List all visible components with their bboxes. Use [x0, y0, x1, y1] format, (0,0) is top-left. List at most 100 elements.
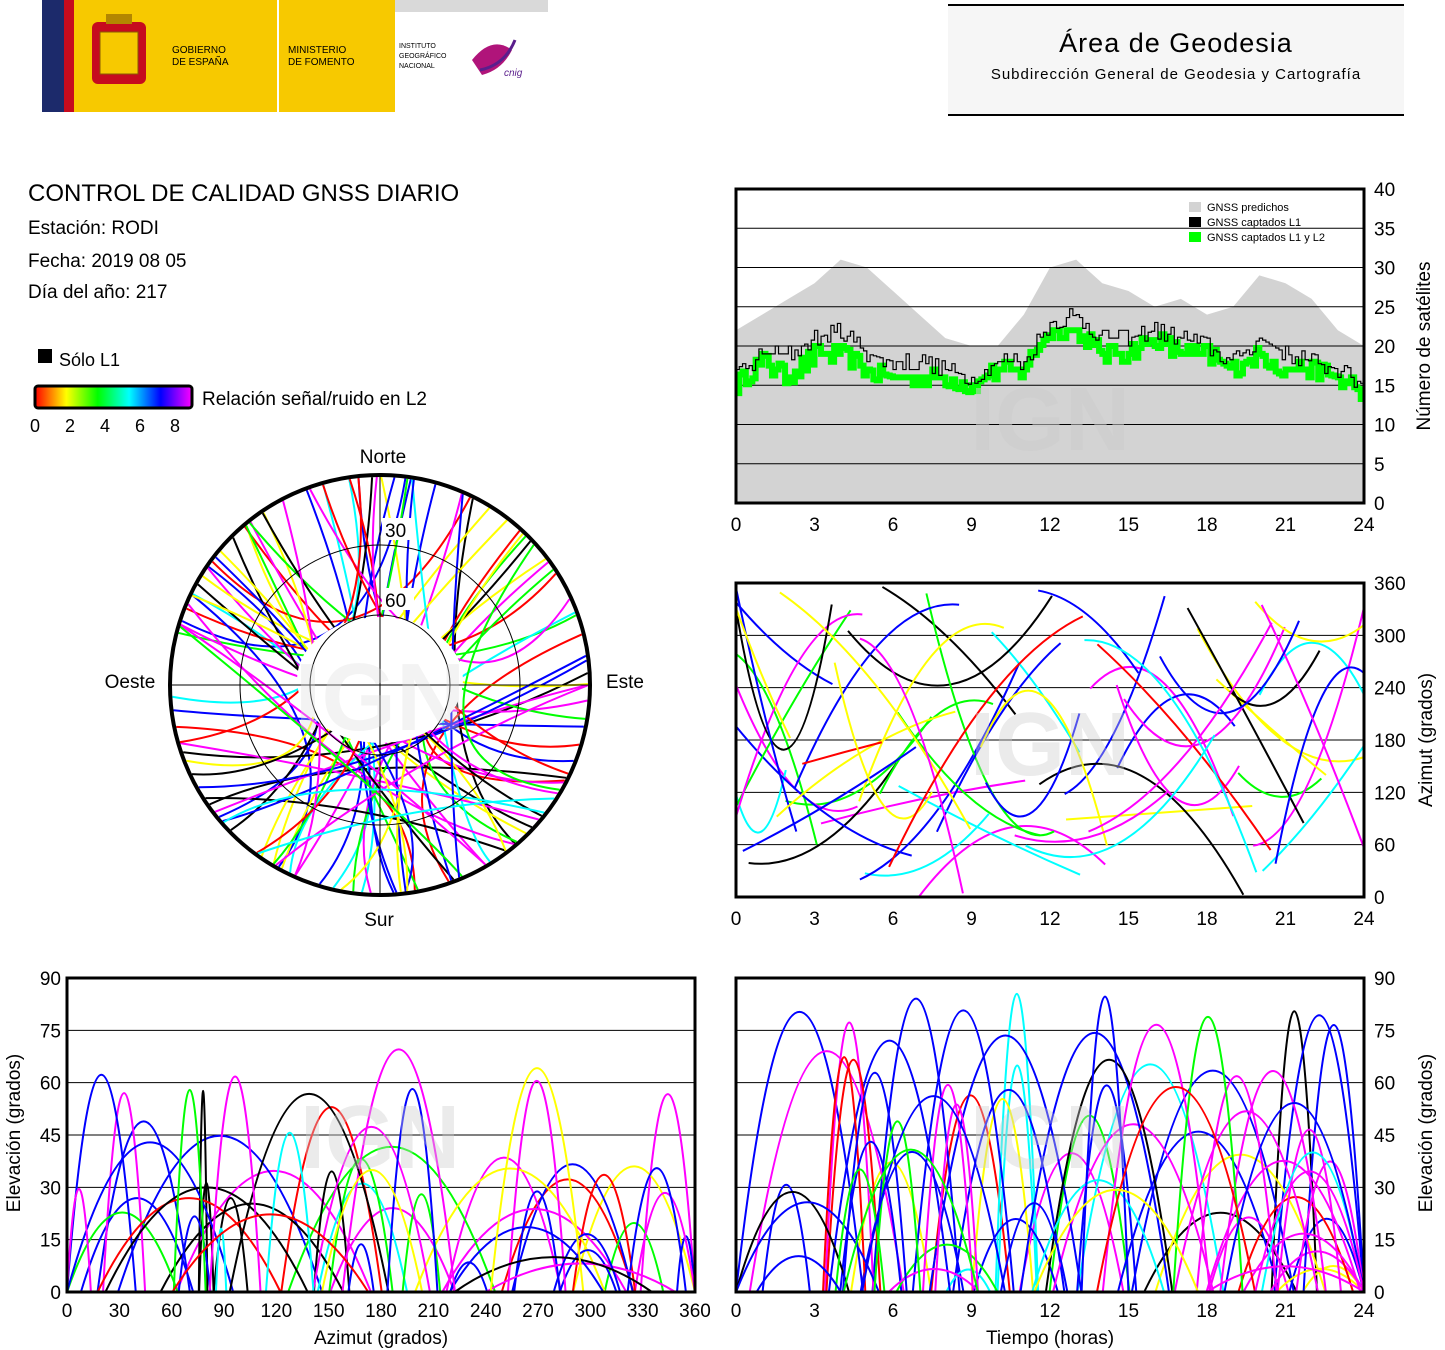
y-tick-label: 0 — [50, 1283, 61, 1304]
x-tick-label: 6 — [888, 909, 899, 930]
satellite-track — [1159, 620, 1300, 715]
x-tick-label: 18 — [1196, 1301, 1217, 1322]
y-tick-label: 90 — [40, 969, 61, 990]
satellite-track — [347, 1243, 375, 1293]
x-tick-label: 6 — [888, 515, 899, 536]
satellite-count-chart: IGN GNSS predichos GNSS captados L1 GNSS… — [731, 180, 1435, 536]
snr-legend: Sólo L1 Relación señal/ruido en L2 0 2 4 6 8 — [30, 349, 427, 436]
satellite-track — [211, 497, 471, 623]
satellite-track — [1095, 1086, 1256, 1293]
y-tick-label: 10 — [1374, 416, 1395, 437]
satellite-track — [633, 1192, 696, 1293]
x-tick-label: 24 — [1353, 515, 1375, 536]
x-tick-label: 180 — [365, 1301, 397, 1322]
satellite-track — [755, 1255, 842, 1293]
satellite-track — [1242, 1232, 1365, 1293]
satellite-track — [735, 604, 833, 751]
satellite-track — [558, 1249, 618, 1293]
satellite-track — [979, 689, 1108, 846]
satellite-track — [104, 1186, 309, 1293]
satellite-track — [761, 1183, 811, 1293]
watermark-ign: IGN — [970, 1088, 1130, 1188]
satellite-track — [513, 1190, 561, 1293]
snr-tick-label: 8 — [170, 416, 180, 436]
y-tick-label: 300 — [1374, 626, 1406, 647]
satellite-track — [66, 1074, 137, 1293]
only-l1-label: Sólo L1 — [59, 350, 120, 370]
x-tick-label: 3 — [809, 1301, 820, 1322]
satellite-track — [735, 613, 863, 817]
y-tick-label: 75 — [40, 1021, 61, 1042]
satellite-track — [1089, 666, 1235, 817]
y-tick-label: 30 — [40, 1178, 61, 1199]
satellite-track — [1096, 643, 1272, 851]
satellite-track — [934, 1103, 979, 1293]
satellite-track — [411, 479, 491, 863]
date-label: Fecha: 2019 08 05 — [28, 251, 187, 272]
ign-line3: NACIONAL — [399, 63, 435, 70]
satellite-track — [1088, 622, 1273, 833]
x-tick-label: 21 — [1275, 515, 1296, 536]
satellite-track — [1229, 650, 1321, 707]
only-l1-swatch — [38, 349, 52, 363]
doy-label: Día del año: 217 — [28, 282, 168, 303]
satellite-track — [448, 1226, 605, 1293]
x-tick-label: 120 — [260, 1301, 292, 1322]
y-tick-label: 40 — [1374, 180, 1395, 201]
satellite-track — [1025, 734, 1216, 859]
satellite-track — [454, 1256, 653, 1293]
satellite-track — [1173, 1110, 1319, 1293]
satellite-track — [1052, 1123, 1215, 1293]
satellite-track — [1014, 791, 1169, 843]
satellite-track — [102, 1092, 147, 1293]
gobierno-line2: DE ESPAÑA — [172, 55, 229, 68]
satellite-track — [1275, 1267, 1365, 1293]
y-tick-label: 30 — [1374, 259, 1395, 280]
satellite-track — [842, 1148, 979, 1293]
satellite-track — [462, 544, 560, 791]
y-axis-label: Elevación (grados) — [1416, 1054, 1437, 1212]
satellite-track — [833, 662, 933, 820]
y-tick-label: 60 — [1374, 1074, 1395, 1095]
logo-block: GOBIERNO DE ESPAÑA MINISTERIO DE FOMENTO… — [42, 0, 548, 112]
satellite-track — [264, 1131, 315, 1293]
satellite-track — [1123, 626, 1286, 748]
satellite-track — [552, 1233, 622, 1293]
satellite-track — [245, 525, 419, 890]
satellite-track — [320, 1169, 424, 1293]
satellite-track — [1270, 1010, 1318, 1293]
satellite-track — [945, 1268, 992, 1293]
x-tick-label: 270 — [522, 1301, 554, 1322]
azimuth-time-chart: IGN 0 60 120 180 240 300 360 0 3 6 9 12 15 18 21 24 Azi… — [731, 575, 1437, 930]
elevation-time-chart: IGN 0 15 30 45 60 75 90 0 3 6 9 12 15 18 21 24 Tiempo (… — [731, 969, 1437, 1349]
y-tick-label: 35 — [1374, 219, 1395, 240]
satellite-track — [1208, 1216, 1290, 1293]
cnig-logo-icon: cnig — [472, 39, 523, 79]
ministerio-logo-bg — [279, 0, 395, 112]
satellite-track — [341, 1048, 456, 1293]
satellite-track — [879, 699, 994, 795]
eu-flag-strip — [42, 0, 64, 112]
satellite-track — [748, 762, 898, 865]
legend-l1-l2: GNSS captados L1 y L2 — [1207, 232, 1325, 244]
satellite-track — [445, 1156, 563, 1293]
satellite-track — [312, 1170, 351, 1293]
satellite-track — [735, 1011, 864, 1293]
y-tick-label: 20 — [1374, 337, 1395, 358]
satellite-track — [873, 1120, 922, 1293]
satellite-track — [208, 1075, 262, 1293]
y-tick-label: 15 — [1374, 1231, 1395, 1252]
satellite-track — [177, 1215, 212, 1293]
satellite-track — [895, 1243, 999, 1293]
satellite-track — [735, 1201, 880, 1293]
ring-label-60: 60 — [385, 591, 406, 612]
satellite-track — [1033, 1189, 1199, 1293]
x-tick-label: 21 — [1275, 1301, 1296, 1322]
satellite-track — [779, 591, 972, 830]
x-tick-label: 60 — [161, 1301, 182, 1322]
satellite-track — [825, 1058, 882, 1293]
x-tick-label: 21 — [1275, 909, 1296, 930]
y-tick-label: 180 — [1374, 731, 1406, 752]
satellite-track — [96, 1197, 282, 1293]
satellite-track — [179, 626, 463, 877]
